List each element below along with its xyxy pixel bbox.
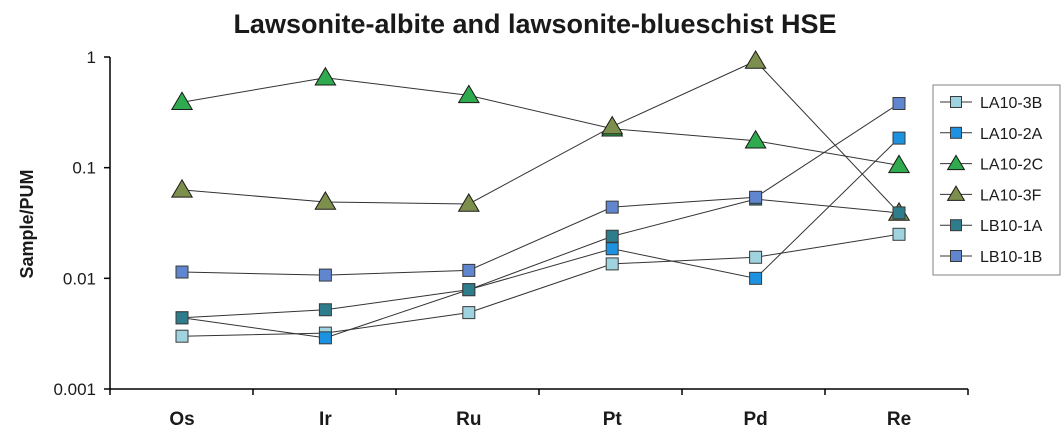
legend-label: LA10-2C bbox=[980, 157, 1043, 174]
legend-marker bbox=[950, 126, 962, 139]
chart-title: Lawsonite-albite and lawsonite-blueschis… bbox=[233, 9, 836, 39]
data-point bbox=[462, 263, 476, 277]
legend-item: LA10-3F bbox=[940, 185, 1042, 204]
data-point bbox=[175, 311, 189, 325]
x-tick-label: Re bbox=[887, 409, 911, 430]
series-line bbox=[181, 137, 900, 339]
data-point bbox=[170, 91, 194, 111]
data-point bbox=[175, 265, 189, 279]
x-tick-label: Os bbox=[169, 409, 194, 430]
series-la10-3b bbox=[175, 227, 906, 343]
x-tick-label: Pt bbox=[603, 409, 623, 430]
y-tick-label: 0.1 bbox=[72, 159, 96, 178]
legend-label: LB10-1B bbox=[980, 249, 1042, 266]
data-point bbox=[170, 178, 194, 198]
y-tick-label: 0.001 bbox=[53, 380, 96, 399]
data-point bbox=[892, 131, 906, 145]
series-line bbox=[181, 60, 900, 214]
series-la10-3f bbox=[170, 50, 911, 221]
data-point bbox=[744, 129, 767, 149]
legend-marker bbox=[946, 185, 966, 201]
data-point bbox=[462, 306, 476, 320]
legend-label: LB10-1A bbox=[980, 218, 1043, 235]
legend-marker bbox=[950, 96, 962, 108]
data-point bbox=[749, 250, 763, 264]
series-la10-2c bbox=[170, 66, 911, 174]
data-point bbox=[605, 200, 619, 214]
series-lb10-1a bbox=[175, 192, 906, 325]
legend-marker bbox=[950, 250, 962, 262]
legend: LA10-3B LA10-2A LA10-2C LA10-3F LB10-1A LB10-… bbox=[940, 95, 1043, 266]
series-line bbox=[181, 103, 900, 276]
y-tick-label: 1 bbox=[87, 48, 96, 67]
series-line bbox=[181, 77, 900, 166]
legend-marker bbox=[950, 219, 962, 232]
y-tick-label: 0.01 bbox=[63, 269, 96, 288]
legend-label: LA10-3B bbox=[980, 95, 1042, 112]
legend-box bbox=[932, 84, 1061, 276]
data-point bbox=[457, 84, 480, 104]
series-line bbox=[181, 233, 900, 337]
legend-label: LA10-2A bbox=[980, 126, 1043, 143]
series-line bbox=[181, 198, 900, 319]
data-point bbox=[605, 242, 619, 256]
y-axis-label: Sample/PUM bbox=[17, 169, 37, 278]
data-point bbox=[749, 190, 763, 204]
legend-item: LA10-2A bbox=[940, 126, 1043, 143]
x-tick-label: Ru bbox=[456, 409, 481, 430]
legend-item: LA10-3B bbox=[940, 95, 1042, 112]
series-layer bbox=[170, 50, 911, 345]
legend-marker bbox=[946, 154, 966, 171]
series-lb10-1b bbox=[175, 97, 906, 282]
data-point bbox=[892, 97, 906, 111]
data-point bbox=[462, 283, 476, 297]
data-point bbox=[749, 271, 763, 285]
legend-item: LB10-1B bbox=[940, 249, 1042, 266]
data-point bbox=[892, 206, 906, 220]
data-point bbox=[318, 268, 332, 282]
data-point bbox=[887, 154, 911, 174]
legend-item: LB10-1A bbox=[940, 218, 1043, 235]
data-point bbox=[314, 190, 337, 210]
x-ticks: Os Ir Ru Pt Pd Re bbox=[109, 389, 969, 430]
data-point bbox=[892, 227, 906, 241]
data-point bbox=[318, 331, 332, 345]
data-point bbox=[605, 257, 619, 271]
legend-label: LA10-3F bbox=[980, 187, 1042, 204]
y-ticks: 0.001 0.01 0.1 1 bbox=[53, 48, 110, 399]
x-tick-label: Ir bbox=[319, 409, 332, 430]
data-point bbox=[175, 329, 189, 343]
data-point bbox=[314, 66, 337, 86]
data-point bbox=[744, 50, 767, 69]
data-point bbox=[318, 303, 332, 317]
data-point bbox=[601, 115, 624, 135]
data-point bbox=[605, 229, 619, 243]
legend-item: LA10-2C bbox=[940, 154, 1043, 174]
x-tick-label: Pd bbox=[743, 409, 767, 430]
data-point bbox=[457, 192, 480, 212]
